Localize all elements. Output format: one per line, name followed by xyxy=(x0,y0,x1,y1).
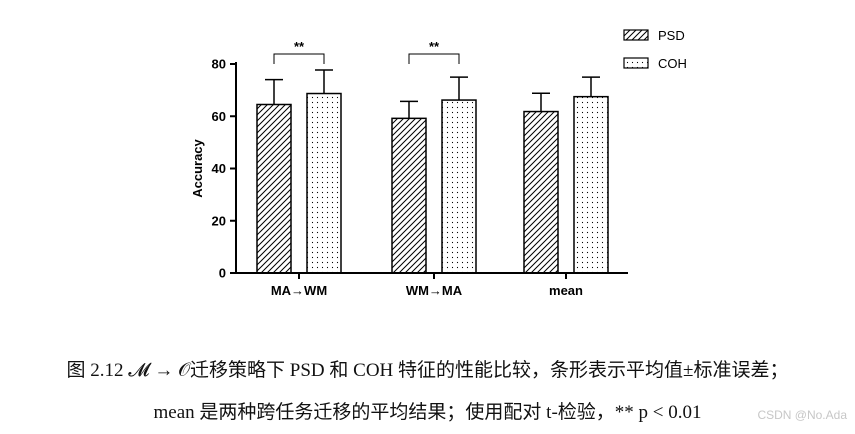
watermark: CSDN @No.Ada xyxy=(757,408,847,422)
bar-chart: 0 20 40 60 80 Accuracy MA→WM WM→MA mean ** ** PSD CO… xyxy=(190,28,687,298)
significance-label: ** xyxy=(294,39,305,54)
significance-label: ** xyxy=(429,39,440,54)
x-tick-label: WM→MA xyxy=(406,283,463,298)
bar-psd xyxy=(391,117,427,274)
y-tick-label: 20 xyxy=(212,213,226,228)
x-tick-label: MA→WM xyxy=(271,283,327,298)
y-tick-label: 60 xyxy=(212,109,226,124)
legend-label-coh: COH xyxy=(658,56,687,71)
bar-coh xyxy=(441,99,477,274)
legend-swatch-psd xyxy=(623,29,649,41)
legend-swatch-coh xyxy=(623,57,649,69)
significance-bracket xyxy=(408,53,460,64)
bar-coh xyxy=(306,92,342,274)
legend-label-psd: PSD xyxy=(658,28,685,43)
y-axis-label: Accuracy xyxy=(190,138,205,197)
y-tick-label: 80 xyxy=(212,57,226,72)
plot-area: 0 20 40 60 80 Accuracy MA→WM WM→MA mean ** ** PSD CO… xyxy=(190,28,687,298)
bar-psd xyxy=(523,110,559,274)
x-tick-label: mean xyxy=(549,283,583,298)
y-tick-label: 40 xyxy=(212,161,226,176)
figure-caption-line-2: mean 是两种跨任务迁移的平均结果；使用配对 t-检验，** p < 0.01 xyxy=(153,402,702,423)
figure-caption-line-1: 图 2.12 𝓜 → 𝒪迁移策略下 PSD 和 COH 特征的性能比较，条形表示… xyxy=(66,360,789,381)
bar-psd xyxy=(256,103,292,274)
y-tick-label: 0 xyxy=(219,266,226,281)
significance-bracket xyxy=(273,53,325,64)
bar-coh xyxy=(573,95,609,274)
